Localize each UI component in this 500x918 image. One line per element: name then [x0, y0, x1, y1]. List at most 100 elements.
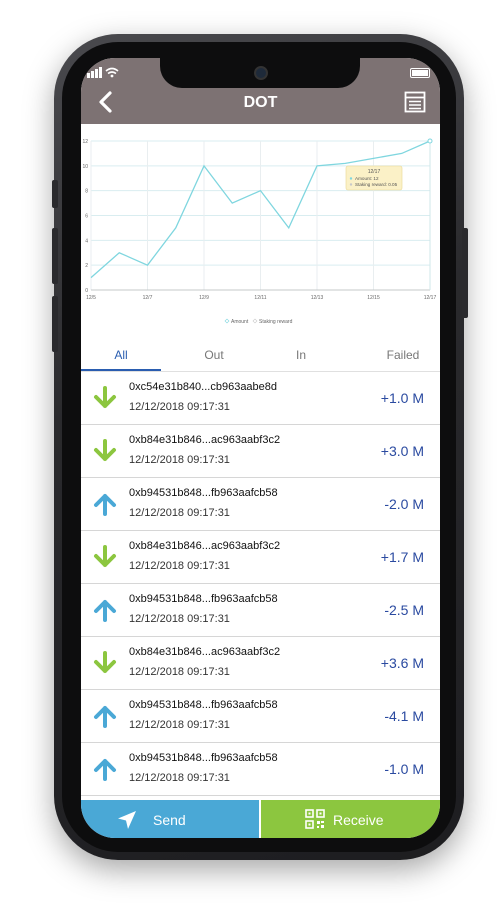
- arrow-up-icon: [93, 597, 117, 623]
- battery-icon: [410, 68, 430, 78]
- x-tick-label: 12/17: [424, 295, 437, 301]
- transaction-hash: 0xb94531b848...fb963aafcb58: [129, 752, 278, 764]
- phone-notch: [160, 58, 360, 88]
- transaction-row[interactable]: 0xb94531b848...fb963aafcb58 12/12/2018 0…: [81, 690, 440, 743]
- transaction-amount: -2.0 M: [384, 496, 424, 512]
- arrow-down-icon: [93, 650, 117, 676]
- arrow-up-icon: [93, 703, 117, 729]
- tab-failed[interactable]: Failed: [386, 348, 420, 362]
- tab-out[interactable]: Out: [204, 348, 224, 362]
- x-tick-label: 12/11: [254, 295, 266, 301]
- arrow-down-icon: [93, 385, 117, 411]
- signal-wifi-icon: [87, 66, 121, 81]
- transaction-amount: -2.5 M: [384, 602, 424, 618]
- arrow-down-icon: [94, 386, 116, 408]
- transaction-hash: 0xc54e31b840...cb963aabe8d: [129, 381, 278, 393]
- y-tick-label: 8: [85, 189, 88, 195]
- action-bar: Send Receive: [81, 800, 440, 838]
- active-tab-indicator: [81, 369, 161, 371]
- transaction-time: 12/12/2018 09:17:31: [129, 401, 230, 413]
- transaction-time: 12/12/2018 09:17:31: [129, 666, 230, 678]
- transaction-row[interactable]: 0xb84e31b846...ac963aabf3c2 12/12/2018 0…: [81, 531, 440, 584]
- y-tick-label: 2: [85, 263, 88, 269]
- send-arrow-icon: [118, 811, 136, 829]
- arrow-up-icon: [94, 494, 116, 516]
- phone-side-button: [462, 228, 468, 318]
- app-screen: DOT 0 2 4 6 8 10 12 12/5 12/7 12/9 12/11 12/13 12/15…: [81, 58, 440, 838]
- document-button[interactable]: [404, 91, 426, 113]
- transaction-amount: +3.6 M: [380, 655, 424, 671]
- arrow-down-icon: [94, 439, 116, 461]
- transaction-time: 12/12/2018 09:17:31: [129, 772, 230, 784]
- x-tick-label: 12/9: [199, 295, 209, 301]
- transaction-hash: 0xb94531b848...fb963aafcb58: [129, 593, 278, 605]
- transaction-row[interactable]: 0xb94531b848...fb963aafcb58 12/12/2018 0…: [81, 743, 440, 796]
- transaction-amount: +1.7 M: [380, 549, 424, 565]
- arrow-up-icon: [94, 706, 116, 728]
- send-button[interactable]: Send: [81, 800, 259, 838]
- tab-all[interactable]: All: [114, 348, 128, 362]
- phone-side-button: [52, 296, 58, 352]
- transaction-hash: 0xb94531b848...fb963aafcb58: [129, 487, 278, 499]
- y-tick-label: 10: [82, 164, 88, 170]
- document-list-icon: [404, 91, 426, 113]
- y-tick-label: 4: [85, 238, 88, 244]
- app-header: DOT: [81, 58, 440, 124]
- y-tick-label: 6: [85, 214, 88, 220]
- legend-marker: [252, 318, 258, 324]
- transaction-row[interactable]: 0xb94531b848...fb963aafcb58 12/12/2018 0…: [81, 584, 440, 637]
- arrow-up-icon: [93, 756, 117, 782]
- receive-label: Receive: [333, 812, 384, 828]
- legend-label: Staking reward: [259, 319, 293, 325]
- transaction-row[interactable]: 0xb94531b848...fb963aafcb58 12/12/2018 0…: [81, 478, 440, 531]
- x-tick-label: 12/13: [311, 295, 324, 301]
- chevron-left-icon: [99, 91, 112, 113]
- transaction-time: 12/12/2018 09:17:31: [129, 454, 230, 466]
- highlight-point: [427, 138, 433, 144]
- x-tick-label: 12/7: [143, 295, 153, 301]
- back-button[interactable]: [95, 90, 119, 114]
- phone-side-button: [52, 228, 58, 284]
- chart-panel: 0 2 4 6 8 10 12 12/5 12/7 12/9 12/11 12/13 12/15 12/1…: [81, 124, 440, 394]
- phone-side-button: [52, 180, 58, 208]
- tooltip-marker: [349, 177, 353, 180]
- tooltip-line: Amount: 12: [355, 176, 379, 181]
- receive-button[interactable]: Receive: [261, 800, 440, 838]
- page-title: DOT: [243, 94, 278, 111]
- transaction-hash: 0xb84e31b846...ac963aabf3c2: [129, 540, 281, 552]
- transaction-amount: -4.1 M: [384, 708, 424, 724]
- chart-tooltip: [345, 165, 403, 191]
- arrow-down-icon: [94, 545, 116, 567]
- transaction-row[interactable]: 0xb84e31b846...ac963aabf3c2 12/12/2018 0…: [81, 637, 440, 690]
- transaction-time: 12/12/2018 09:17:31: [129, 560, 230, 572]
- tab-in[interactable]: In: [295, 348, 306, 362]
- arrow-down-icon: [94, 651, 116, 673]
- transaction-time: 12/12/2018 09:17:31: [129, 613, 230, 625]
- transaction-amount: +1.0 M: [380, 390, 424, 406]
- camera-icon: [254, 66, 268, 80]
- send-label: Send: [153, 812, 186, 828]
- transaction-row[interactable]: 0xb84e31b846...ac963aabf3c2 12/12/2018 0…: [81, 425, 440, 478]
- amount-line-chart: 0 2 4 6 8 10 12 12/5 12/7 12/9 12/11 12/13 12/15 12/1…: [82, 138, 437, 325]
- transaction-amount: -1.0 M: [384, 761, 424, 777]
- y-tick-label: 12: [82, 139, 88, 145]
- series-line-amount: [90, 140, 431, 279]
- arrow-up-icon: [93, 491, 117, 517]
- legend-marker: [224, 318, 230, 324]
- arrow-down-icon: [93, 438, 117, 464]
- x-tick-label: 12/15: [367, 295, 380, 301]
- transaction-hash: 0xb94531b848...fb963aafcb58: [129, 699, 278, 711]
- x-tick-label: 12/5: [86, 295, 96, 301]
- transaction-hash: 0xb84e31b846...ac963aabf3c2: [129, 434, 281, 446]
- filter-tabs: All Out In Failed: [81, 341, 440, 372]
- transaction-time: 12/12/2018 09:17:31: [129, 507, 230, 519]
- legend-label: Amount: [231, 319, 249, 325]
- arrow-down-icon: [93, 544, 117, 570]
- y-tick-label: 0: [85, 288, 88, 294]
- arrow-up-icon: [94, 759, 116, 781]
- tooltip-marker: [349, 183, 353, 186]
- tooltip-title: 12/17: [368, 169, 381, 175]
- transaction-row[interactable]: 0xc54e31b840...cb963aabe8d 12/12/2018 09…: [81, 372, 440, 425]
- transaction-hash: 0xb84e31b846...ac963aabf3c2: [129, 646, 281, 658]
- transaction-amount: +3.0 M: [380, 443, 424, 459]
